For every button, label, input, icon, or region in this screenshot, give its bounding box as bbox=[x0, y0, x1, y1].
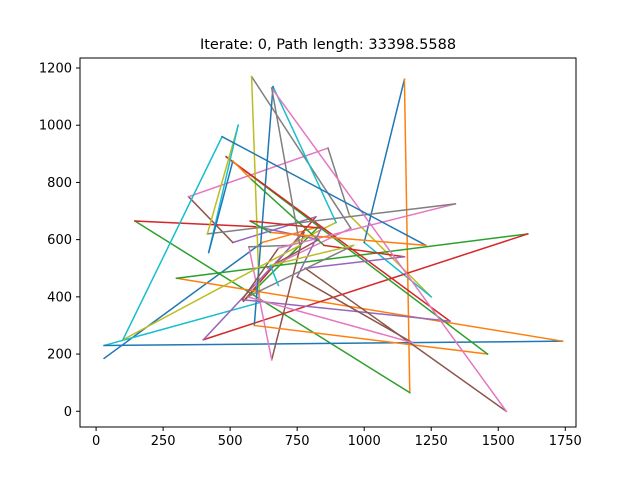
y-tick-label: 0 bbox=[64, 405, 72, 420]
chart-title: Iterate: 0, Path length: 33398.5588 bbox=[200, 37, 456, 53]
path-segment bbox=[363, 241, 433, 298]
path-segment bbox=[121, 244, 301, 341]
path-segment bbox=[269, 231, 427, 247]
path-segment bbox=[327, 147, 351, 217]
path-segment bbox=[241, 247, 280, 301]
x-tick-label: 500 bbox=[218, 434, 243, 449]
y-tick-label: 1000 bbox=[39, 119, 72, 134]
path-segment bbox=[103, 241, 264, 360]
path-segment bbox=[277, 202, 457, 250]
path-segment bbox=[304, 267, 508, 413]
y-tick-label: 400 bbox=[47, 290, 72, 305]
path-segment bbox=[242, 225, 320, 303]
x-tick-label: 1500 bbox=[482, 434, 515, 449]
path-segment bbox=[121, 135, 224, 341]
path-segment bbox=[266, 227, 352, 270]
y-tick-label: 600 bbox=[47, 233, 72, 248]
path-segment bbox=[253, 85, 274, 327]
path-segment bbox=[269, 264, 280, 287]
path-segment bbox=[175, 233, 529, 280]
path-segment bbox=[248, 244, 290, 248]
path-segment bbox=[270, 86, 508, 413]
path-segments bbox=[103, 75, 564, 413]
path-segment bbox=[288, 221, 338, 247]
path-segment bbox=[231, 159, 253, 181]
path-segment bbox=[296, 275, 414, 344]
path-segment bbox=[246, 244, 355, 298]
path-segment bbox=[221, 135, 427, 247]
path-segment bbox=[348, 214, 433, 298]
path-segment bbox=[231, 215, 317, 244]
path-segment bbox=[241, 298, 451, 322]
x-tick-label: 1000 bbox=[348, 434, 381, 449]
path-segment bbox=[253, 324, 489, 355]
path-segment bbox=[134, 220, 258, 228]
x-tick-label: 1250 bbox=[415, 434, 448, 449]
path-segment bbox=[202, 231, 305, 341]
x-tick-label: 750 bbox=[285, 434, 310, 449]
path-segment bbox=[250, 178, 326, 247]
path-segment bbox=[225, 155, 452, 323]
path-segment bbox=[304, 255, 406, 270]
path-segment bbox=[103, 301, 261, 347]
x-tick-label: 1750 bbox=[549, 434, 582, 449]
path-segment bbox=[250, 75, 352, 230]
path-segment bbox=[103, 340, 564, 347]
path-segment bbox=[249, 220, 272, 234]
x-axis: 0 250 500 750 1000 1250 1500 1750 bbox=[92, 427, 582, 449]
x-tick-label: 250 bbox=[151, 434, 176, 449]
path-segment bbox=[269, 244, 355, 267]
y-tick-label: 1200 bbox=[39, 62, 72, 77]
y-axis: 0 200 400 600 800 1000 1200 bbox=[39, 62, 80, 420]
path-segment bbox=[246, 295, 414, 344]
path-segment bbox=[249, 220, 323, 230]
path-segment bbox=[175, 277, 564, 343]
path-segment bbox=[270, 231, 305, 361]
plot-frame bbox=[79, 57, 577, 428]
y-tick-label: 800 bbox=[47, 176, 72, 191]
path-segment bbox=[270, 87, 301, 247]
path-segment bbox=[206, 203, 457, 235]
path-segment bbox=[248, 245, 273, 361]
y-tick-label: 200 bbox=[47, 348, 72, 363]
path-segment bbox=[272, 85, 338, 224]
path-segment bbox=[323, 244, 406, 258]
path-segment bbox=[202, 232, 529, 341]
x-tick-label: 0 bbox=[92, 434, 100, 449]
path-segment bbox=[296, 227, 323, 278]
path-segment bbox=[133, 220, 411, 394]
path-segment bbox=[207, 160, 234, 254]
